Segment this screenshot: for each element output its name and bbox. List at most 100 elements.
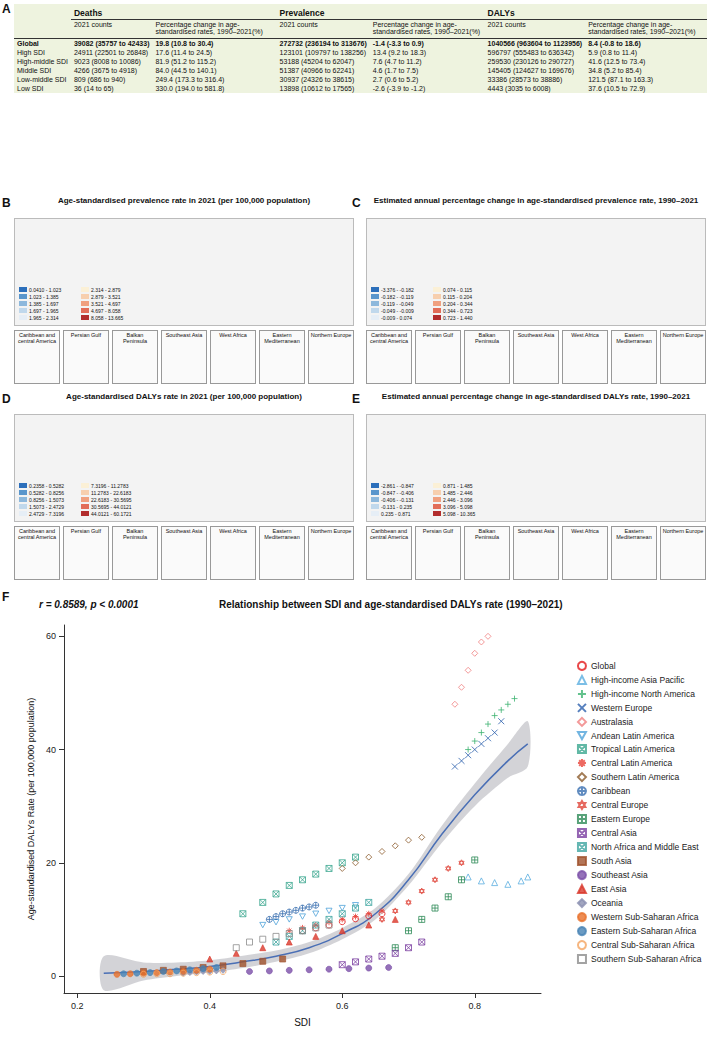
svg-text:Global: Global — [591, 661, 616, 671]
html-text:Eastern Mediterranean: Eastern Mediterranean — [264, 528, 300, 540]
svg-text:Southern Latin America: Southern Latin America — [591, 772, 680, 782]
html-text:30937 (24326 to 38615): 30937 (24326 to 38615) — [279, 76, 355, 83]
svg-text:Central Asia: Central Asia — [591, 828, 637, 838]
html-text:Caribbean and central America: Caribbean and central America — [370, 528, 408, 540]
svg-text:Australasia: Australasia — [591, 717, 633, 727]
svg-text:20: 20 — [46, 858, 56, 868]
html-text:259530 (230126 to 290727): 259530 (230126 to 290727) — [487, 58, 574, 65]
html-text:Balkan Peninsula: Balkan Peninsula — [122, 528, 148, 540]
svg-text:Relationship between SDI and a: Relationship between SDI and age-standar… — [219, 599, 563, 610]
svg-text:Central Sub-Saharan Africa: Central Sub-Saharan Africa — [591, 940, 695, 950]
html-text:809 (686 to 940): 809 (686 to 940) — [74, 76, 126, 83]
html-text:DALYs: DALYs — [487, 8, 515, 18]
html-text:2021 counts: 2021 counts — [279, 21, 318, 28]
html-text:F: F — [2, 590, 10, 604]
svg-text:Age-standardised DALYs Rate (p: Age-standardised DALYs Rate (per 100,000… — [26, 698, 36, 920]
html-text:8.4 (-0.8 to 18.6): 8.4 (-0.8 to 18.6) — [588, 40, 641, 47]
svg-text:Central Latin America: Central Latin America — [591, 758, 673, 768]
html-text:2.7 (0.6 to 5.2): 2.7 (0.6 to 5.2) — [372, 76, 419, 83]
svg-text:0.2: 0.2 — [71, 1001, 84, 1011]
svg-text:High-income Asia Pacific: High-income Asia Pacific — [591, 675, 685, 685]
html-text:123101 (109797 to 138256): 123101 (109797 to 138256) — [279, 49, 366, 56]
svg-text:Andean Latin America: Andean Latin America — [591, 731, 674, 741]
html-text:2021 counts: 2021 counts — [487, 21, 526, 28]
html-text:Balkan Peninsula: Balkan Peninsula — [122, 332, 148, 344]
html-text:Balkan Peninsula: Balkan Peninsula — [474, 332, 500, 344]
html-text:1040566 (963604 to 1123956): 1040566 (963604 to 1123956) — [487, 40, 583, 47]
html-text:84.0 (44.5 to 140.1): 84.0 (44.5 to 140.1) — [155, 67, 217, 74]
html-text:Eastern Mediterranean: Eastern Mediterranean — [616, 528, 652, 540]
html-text:D: D — [2, 392, 11, 406]
svg-text:North Africa and Middle East: North Africa and Middle East — [591, 842, 699, 852]
html-text:81.9 (51.2 to 115.2): 81.9 (51.2 to 115.2) — [155, 58, 217, 65]
html-text:53188 (45204 to 62047): 53188 (45204 to 62047) — [279, 58, 355, 65]
svg-text:SDI: SDI — [294, 1017, 311, 1028]
html-text:249.4 (173.3 to 316.4): 249.4 (173.3 to 316.4) — [155, 76, 225, 83]
html-text:33386 (28573 to 38886): 33386 (28573 to 38886) — [487, 76, 563, 83]
svg-text:40: 40 — [46, 745, 56, 755]
html-text:596797 (555483 to 636342): 596797 (555483 to 636342) — [487, 49, 574, 56]
html-text:Percentage change in age-stand: Percentage change in age-standardised ra… — [588, 21, 696, 35]
html-text:17.6 (11.4 to 24.5): 17.6 (11.4 to 24.5) — [155, 49, 213, 56]
html-text:Caribbean and central America: Caribbean and central America — [18, 332, 56, 344]
svg-text:Western Sub-Saharan Africa: Western Sub-Saharan Africa — [591, 912, 699, 922]
html-text:-1.4 (-3.3 to 0.9): -1.4 (-3.3 to 0.9) — [372, 40, 424, 47]
svg-text:East Asia: East Asia — [591, 884, 627, 894]
svg-text:60: 60 — [46, 631, 56, 641]
html-text:7.6 (4.7 to 11.2): 7.6 (4.7 to 11.2) — [372, 58, 422, 65]
html-text:4.6 (1.7 to 7.5): 4.6 (1.7 to 7.5) — [372, 67, 419, 74]
html-text:Global: Global — [17, 40, 39, 47]
html-text:Deaths: Deaths — [74, 8, 103, 18]
html-text:Balkan Peninsula: Balkan Peninsula — [474, 528, 500, 540]
html-text:39082 (35757 to 42433): 39082 (35757 to 42433) — [74, 40, 150, 47]
html-text:272732 (236194 to 313676): 272732 (236194 to 313676) — [279, 40, 367, 47]
html-text:High-middle SDI: High-middle SDI — [17, 58, 68, 65]
svg-text:0: 0 — [51, 971, 56, 981]
html-text:121.5 (87.1 to 163.3): 121.5 (87.1 to 163.3) — [588, 76, 654, 83]
html-text:Estimated annual percentage ch: Estimated annual percentage change in ag… — [381, 392, 691, 401]
svg-text:0.4: 0.4 — [203, 1001, 216, 1011]
svg-text:Oceania: Oceania — [591, 898, 623, 908]
html-text:Percentage change in age-stand: Percentage change in age-standardised ra… — [372, 21, 481, 35]
svg-text:Eastern Sub-Saharan Africa: Eastern Sub-Saharan Africa — [591, 926, 697, 936]
html-text:Estimated annual percentage ch: Estimated annual percentage change in ag… — [373, 196, 699, 205]
svg-text:Southeast Asia: Southeast Asia — [591, 870, 648, 880]
html-text:B: B — [2, 196, 11, 210]
html-text:A: A — [2, 2, 11, 16]
html-text:13.4 (9.2 to 18.3): 13.4 (9.2 to 18.3) — [372, 49, 427, 56]
svg-text:South Asia: South Asia — [591, 856, 632, 866]
svg-text:Caribbean: Caribbean — [591, 786, 630, 796]
svg-text:Tropical Latin America: Tropical Latin America — [591, 744, 675, 754]
html-text:Low-middle SDI: Low-middle SDI — [17, 76, 67, 83]
html-text:Prevalence: Prevalence — [279, 8, 325, 18]
html-text:Caribbean and central America: Caribbean and central America — [18, 528, 56, 540]
html-text:9023 (8008 to 10086): 9023 (8008 to 10086) — [74, 58, 141, 65]
html-text:2021 counts: 2021 counts — [74, 21, 113, 28]
svg-text:r = 0.8589, p < 0.0001: r = 0.8589, p < 0.0001 — [39, 599, 139, 610]
html-text:C: C — [352, 196, 361, 210]
html-text:41.6 (12.5 to 73.4): 41.6 (12.5 to 73.4) — [588, 58, 646, 65]
svg-text:Western Europe: Western Europe — [591, 703, 653, 713]
html-text:Age-standardised DALYs rate in: Age-standardised DALYs rate in 2021 (per… — [66, 392, 302, 401]
svg-text:0.8: 0.8 — [468, 1001, 481, 1011]
svg-text:Southern Sub-Saharan Africa: Southern Sub-Saharan Africa — [591, 954, 702, 964]
svg-text:Eastern Europe: Eastern Europe — [591, 814, 650, 824]
html-text:145405 (124627 to 169676): 145405 (124627 to 169676) — [487, 67, 574, 74]
html-text:34.8 (5.2 to 85.4): 34.8 (5.2 to 85.4) — [588, 67, 642, 74]
html-text:Percentage change in age-stand: Percentage change in age-standardised ra… — [155, 21, 263, 35]
svg-text:High-income North America: High-income North America — [591, 689, 695, 699]
html-text:Eastern Mediterranean: Eastern Mediterranean — [616, 332, 652, 344]
html-text:High SDI: High SDI — [17, 49, 45, 56]
html-text:51387 (40966 to 62241): 51387 (40966 to 62241) — [279, 67, 355, 74]
html-text:Middle SDI: Middle SDI — [17, 67, 52, 74]
html-text:E: E — [352, 392, 360, 406]
html-text:Eastern Mediterranean: Eastern Mediterranean — [264, 332, 300, 344]
html-text:Caribbean and central America: Caribbean and central America — [370, 332, 408, 344]
html-text:24911 (22501 to 26848): 24911 (22501 to 26848) — [74, 49, 149, 56]
html-text:Age-standardised prevalence ra: Age-standardised prevalence rate in 2021… — [58, 196, 310, 205]
html-text:19.8 (10.8 to 30.4): 19.8 (10.8 to 30.4) — [155, 40, 214, 47]
html-text:4266 (3675 to 4918): 4266 (3675 to 4918) — [74, 67, 137, 74]
html-text:5.9 (0.8 to 11.4): 5.9 (0.8 to 11.4) — [588, 49, 638, 56]
svg-text:0.6: 0.6 — [336, 1001, 349, 1011]
svg-text:Central Europe: Central Europe — [591, 800, 648, 810]
